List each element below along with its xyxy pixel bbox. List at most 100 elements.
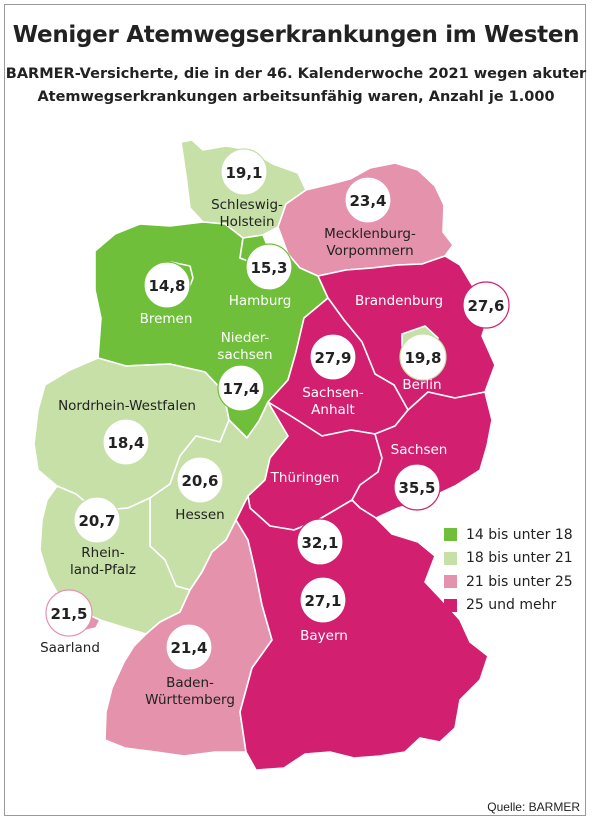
state-name-line: Brandenburg [355,293,443,309]
state-name-line: Anhalt [311,402,355,418]
state-name: Baden-Württemberg [145,675,235,708]
state-schleswig-holstein: 19,1 Schleswig-Holstein [211,148,283,230]
state-name-line: Holstein [219,214,274,230]
value-circle [393,463,441,511]
state-name-line: Sachsen- [302,385,364,401]
state-name: Schleswig-Holstein [211,197,283,230]
legend-swatch [444,575,457,589]
legend: 14 bis unter 18 18 bis unter 21 21 bis u… [444,523,573,617]
state-value: 19,1 [225,164,262,182]
value-circle [462,281,510,329]
state-name: Brandenburg [355,293,443,309]
state-name-line: Rhein- [81,545,125,561]
value-circle [45,589,93,637]
state-name: Sachsen [391,442,448,458]
state-value: 14,8 [148,277,185,295]
state-name-line: Mecklenburg- [324,226,416,242]
state-rheinland-pfalz: 20,7 Rhein-land-Pfalz [70,496,136,578]
state-hamburg: 15,3 Hamburg [229,243,293,309]
state-thueringen: 32,1 Thüringen [270,470,344,566]
state-name-line: Schleswig- [211,197,283,213]
state-bremen: 14,8 Bremen [140,261,193,327]
state-value: 27,1 [304,592,341,610]
state-name-line: Saarland [40,640,100,656]
state-hessen: 20,6 Hessen [175,456,225,523]
state-nordrhein-westfalen: 18,4 Nordrhein-Westfalen [58,398,196,466]
state-value: 20,7 [78,512,115,530]
legend-swatch [444,528,457,542]
state-value: 27,9 [314,349,351,367]
state-sachsen-anhalt: 27,9 Sachsen-Anhalt [302,333,364,418]
chart-frame [4,4,586,816]
legend-item-cat4: 25 und mehr [444,594,573,618]
state-name-line: Württemberg [145,692,235,708]
state-value: 27,6 [467,297,504,315]
value-circle [165,623,213,671]
legend-label: 21 bis unter 25 [466,573,573,590]
state-value: 17,4 [222,380,259,398]
map-subtitle-line-1: BARMER-Versicherte, die in der 46. Kalen… [5,66,587,82]
state-name-line: Hamburg [229,293,292,309]
state-name-line: land-Pfalz [70,562,136,578]
state-region-sachsen [351,391,493,519]
state-brandenburg: 27,6 Brandenburg [355,281,510,329]
state-name: Mecklenburg-Vorpommern [324,226,416,259]
value-circle [245,243,293,291]
state-sachsen: 35,5 Sachsen [391,442,448,511]
legend-label: 18 bis unter 21 [466,550,573,567]
state-value: 20,6 [181,472,218,490]
legend-label: 25 und mehr [466,597,557,614]
value-circle [309,333,357,381]
value-circle [73,496,121,544]
state-labels: 19,1 Schleswig-Holstein 23,4 Mecklenburg-Vo… [40,148,510,708]
value-circle [344,176,392,224]
value-circle [299,576,347,624]
state-name: Berlin [402,377,441,393]
map-subtitle-line-2: Atemwegserkrankungen arbeitsunfähig ware… [37,89,555,105]
state-name: Nieder-sachsen [217,330,272,363]
legend-item-cat1: 14 bis unter 18 [444,523,573,547]
state-name-line: Hessen [175,507,224,523]
state-name: Bremen [140,311,193,327]
value-circle [220,148,268,196]
value-circle [399,333,447,381]
state-name: Nordrhein-Westfalen [58,398,196,414]
value-circle [296,518,344,566]
state-value: 21,5 [50,605,87,623]
state-name-line: Thüringen [270,470,340,486]
state-name-line: Nordrhein-Westfalen [58,398,196,414]
state-niedersachsen: 17,4 Nieder-sachsen [217,330,273,412]
state-name-line: Vorpommern [326,243,413,259]
state-value: 21,4 [170,639,207,657]
legend-label: 14 bis unter 18 [466,526,573,543]
legend-swatch [444,551,457,565]
state-name-line: Nieder- [221,330,270,346]
value-circle [143,261,191,309]
state-name-line: Berlin [402,377,441,393]
source-note: Quelle: BARMER [487,800,580,814]
state-name: Hessen [175,507,224,523]
value-circle [217,364,265,412]
state-name: Hamburg [229,293,292,309]
state-value: 23,4 [349,192,386,210]
value-circle [176,456,224,504]
state-saarland: 21,5 Saarland [40,589,100,656]
state-value: 35,5 [398,479,435,497]
state-name: Bayern [300,628,348,644]
state-value: 15,3 [250,259,287,277]
state-value: 18,4 [107,434,144,452]
legend-item-cat2: 18 bis unter 21 [444,547,573,571]
legend-swatch [444,598,457,612]
state-bayern: 27,1 Bayern [299,576,348,644]
state-name-line: Bayern [300,628,348,644]
state-mecklenburg-vorpommern: 23,4 Mecklenburg-Vorpommern [324,176,416,259]
state-baden-wuerttemberg: 21,4 Baden-Württemberg [145,623,235,708]
value-circle [102,418,150,466]
state-name-line: sachsen [217,347,272,363]
state-name: Rhein-land-Pfalz [70,545,136,578]
state-value: 32,1 [301,534,338,552]
state-name: Saarland [40,640,100,656]
legend-item-cat3: 21 bis unter 25 [444,570,573,594]
state-name: Sachsen-Anhalt [302,385,364,418]
